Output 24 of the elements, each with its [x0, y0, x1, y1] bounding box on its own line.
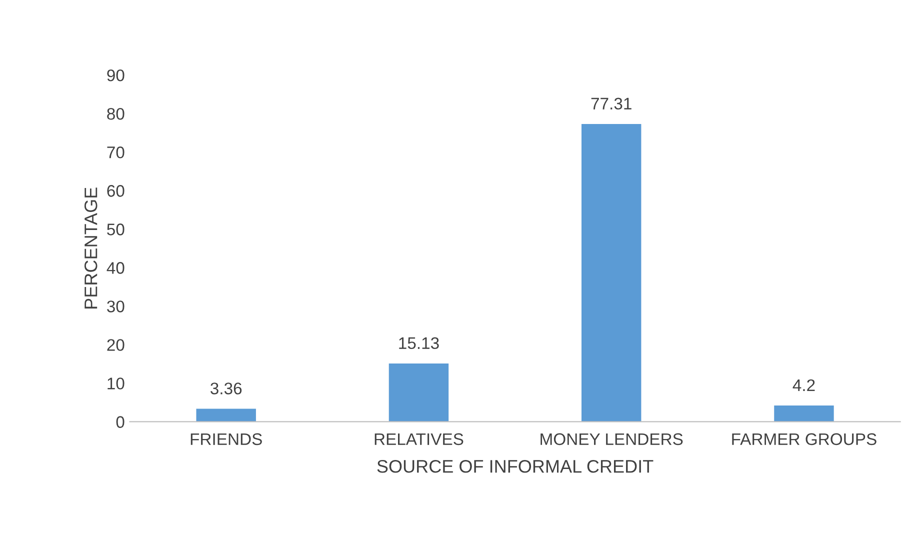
bar — [581, 124, 642, 422]
y-tick-label: 0 — [116, 416, 124, 428]
y-tick-label: 10 — [108, 378, 124, 390]
y-tick-label: 60 — [107, 185, 124, 197]
y-tick-label: 30 — [107, 300, 124, 312]
y-tick-label: 90 — [107, 69, 124, 82]
y-tick-label: 20 — [107, 339, 124, 351]
x-axis-title: SOURCE OF INFORMAL CREDIT — [377, 460, 654, 473]
x-tick-label: MONEY LENDERS — [540, 433, 683, 446]
data-label: 15.13 — [399, 337, 439, 350]
y-tick-label: 80 — [107, 108, 124, 120]
bar — [196, 408, 256, 422]
y-tick-label: 50 — [107, 224, 124, 236]
x-tick-label: RELATIVES — [374, 433, 464, 446]
x-tick-label: FRIENDS — [190, 433, 262, 446]
y-tick-label: 70 — [107, 146, 124, 158]
data-label: 77.31 — [591, 98, 632, 110]
y-tick-label: 40 — [106, 262, 124, 274]
data-label: 3.36 — [210, 382, 242, 394]
bar — [774, 406, 834, 422]
y-axis-title: PERCENTAGE — [84, 188, 98, 308]
x-tick-label: FARMER GROUPS — [732, 433, 876, 446]
bar — [388, 363, 449, 422]
data-label: 4.2 — [792, 379, 815, 391]
